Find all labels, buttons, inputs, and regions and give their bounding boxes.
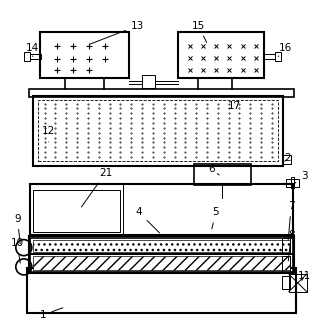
Bar [289, 274, 307, 291]
Bar [33, 256, 290, 270]
Bar [193, 164, 251, 185]
Text: 11: 11 [297, 272, 311, 282]
Text: 7: 7 [288, 201, 295, 240]
Bar [29, 236, 294, 273]
Text: 17: 17 [228, 101, 241, 111]
Text: 9: 9 [14, 214, 21, 244]
Bar [142, 75, 155, 88]
Bar [30, 184, 293, 235]
Text: 5: 5 [212, 208, 219, 229]
Text: 4: 4 [136, 208, 160, 233]
Bar [282, 155, 291, 164]
Bar [287, 179, 299, 187]
Bar [33, 96, 283, 166]
Text: 3: 3 [294, 171, 307, 184]
Text: 14: 14 [26, 43, 39, 56]
Bar [38, 100, 278, 161]
Text: 8: 8 [288, 230, 295, 261]
Text: 12: 12 [42, 126, 56, 142]
Bar [30, 238, 293, 254]
Text: 6: 6 [208, 164, 219, 175]
Bar [29, 89, 294, 97]
Bar [33, 190, 120, 232]
Bar [291, 177, 294, 189]
Bar [30, 53, 41, 59]
Bar [30, 254, 293, 272]
Bar [282, 256, 290, 273]
Text: 15: 15 [192, 21, 207, 42]
Bar [33, 240, 290, 252]
Text: 10: 10 [11, 238, 24, 263]
Text: 16: 16 [278, 43, 292, 56]
Bar [264, 53, 275, 59]
Bar [178, 32, 264, 78]
Bar [282, 277, 290, 289]
Bar [275, 52, 281, 61]
Bar [25, 52, 30, 61]
Bar [40, 32, 130, 78]
Text: 1: 1 [40, 308, 63, 320]
Text: 13: 13 [90, 21, 144, 44]
Text: 21: 21 [81, 168, 112, 207]
Bar [282, 238, 290, 254]
Bar [27, 269, 296, 313]
Text: 2: 2 [285, 153, 291, 163]
